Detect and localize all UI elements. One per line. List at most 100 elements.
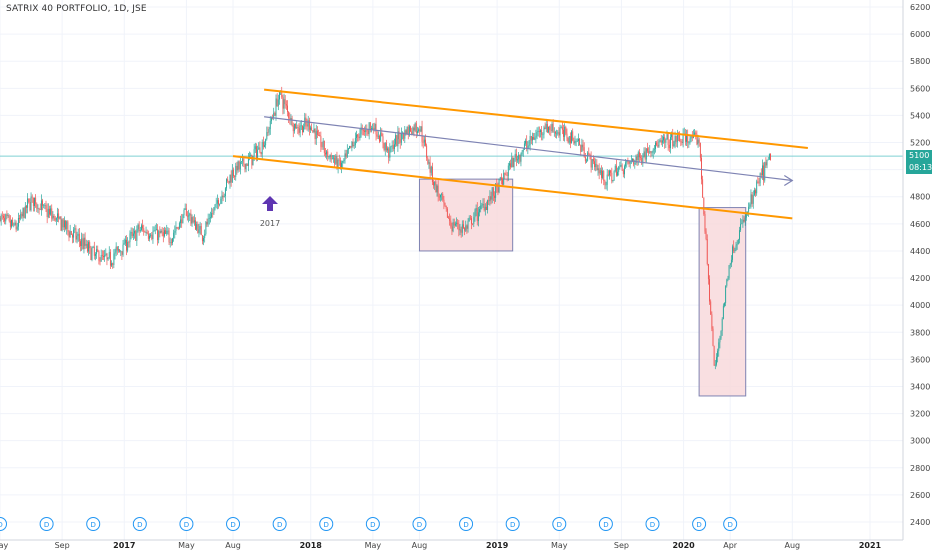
candle-body (705, 231, 707, 240)
dividend-marker[interactable]: D (86, 517, 101, 531)
dividend-label: D (137, 521, 142, 529)
candle-body (663, 136, 664, 141)
dividend-marker[interactable]: D (505, 517, 520, 531)
candle-body (710, 301, 712, 315)
dividend-marker[interactable]: D (723, 517, 738, 531)
dividend-marker[interactable]: D (319, 517, 334, 531)
candle-body (176, 227, 178, 228)
candle-body (597, 168, 599, 170)
price-axis[interactable]: 2400 2600 2800 3000 3200 3400 3600 3800 4000 4200… (910, 3, 930, 527)
candle-body (456, 222, 457, 224)
candle-body (287, 105, 288, 112)
candle-body (84, 237, 86, 246)
dividend-marker[interactable]: D (132, 517, 147, 531)
candle-body (276, 98, 278, 107)
candle-body (190, 213, 192, 224)
candle-body (740, 223, 742, 231)
candle-body (381, 132, 383, 137)
candle-body (199, 226, 201, 230)
time-axis[interactable]: May Sep 2017 May Aug 2018 May Aug 2019 May Sep 2020… (0, 541, 882, 550)
candle-body (108, 252, 110, 258)
candle-body (720, 330, 722, 339)
candle-body (277, 99, 279, 107)
candle-body (413, 127, 415, 131)
dividend-marker[interactable]: D (412, 517, 427, 531)
candle-body (145, 232, 147, 233)
dividend-marker[interactable]: D (552, 517, 567, 531)
candle-body (420, 126, 422, 132)
candle-body (172, 238, 173, 244)
candle-body (581, 144, 583, 152)
candle-body (333, 157, 334, 159)
candle-body (596, 164, 598, 170)
dividend-marker[interactable]: D (459, 517, 474, 531)
candle-body (618, 166, 620, 172)
candle-body (285, 104, 287, 106)
price-tick-label: 5400 (910, 111, 930, 120)
candle-body (558, 132, 560, 136)
candle-body (598, 168, 600, 174)
dividend-marker[interactable]: D (179, 517, 194, 531)
candle-body (459, 229, 461, 231)
candle-body (650, 151, 652, 153)
channel-upper-line[interactable] (264, 88, 808, 149)
candle-body (66, 221, 68, 229)
candle-body (83, 237, 85, 250)
candle-body (11, 219, 12, 227)
candle-body (216, 200, 218, 204)
candle-body (724, 303, 725, 306)
channel-lower-line[interactable] (232, 155, 793, 220)
candle-body (423, 139, 425, 143)
time-tick-label: Sep (614, 541, 629, 550)
candle-body (88, 242, 89, 252)
candle-body (300, 125, 302, 127)
price-tick-label: 3600 (910, 355, 930, 364)
dividend-marker[interactable]: D (645, 517, 660, 531)
dividend-label: D (557, 521, 562, 529)
dividend-marker[interactable]: D (598, 517, 613, 531)
chart-title: SATRIX 40 PORTFOLIO, 1D, JSE (6, 4, 147, 14)
candle-body (509, 163, 510, 166)
candle-body (491, 187, 493, 200)
candle-body (62, 219, 64, 228)
candle-body (319, 134, 321, 137)
dividend-marker[interactable]: D (39, 517, 54, 531)
candles (0, 86, 771, 370)
candle-body (712, 328, 714, 346)
candle-body (365, 130, 367, 133)
candle-body (153, 230, 155, 232)
candle-body (542, 134, 544, 136)
candle-body (489, 196, 491, 202)
dividend-marker[interactable]: D (226, 517, 241, 531)
candle-body (158, 231, 160, 241)
candle-body (135, 230, 137, 241)
candle-body (660, 140, 662, 143)
dividend-marker[interactable]: D (692, 517, 707, 531)
dividend-label: D (44, 521, 49, 529)
candle-body (205, 222, 207, 234)
dividend-marker[interactable]: D (365, 517, 380, 531)
drawings-over[interactable] (232, 88, 808, 220)
dividend-marker[interactable]: D (0, 517, 7, 531)
candle-body (568, 136, 570, 143)
candle-body (503, 173, 505, 185)
dividend-marker[interactable]: D (272, 517, 287, 531)
candle-body (204, 233, 206, 238)
candle-body (703, 197, 705, 215)
candle-body (511, 157, 513, 168)
dividend-markers[interactable]: DDDDDDDDDDDDDDDDD (0, 517, 738, 531)
candle-body (267, 132, 269, 133)
candle-body (726, 279, 728, 286)
candle-body (448, 217, 449, 219)
mid-trend-arrow-line[interactable] (264, 116, 793, 182)
candle-body (283, 99, 285, 109)
rectangle-drawing-2020[interactable] (698, 207, 747, 397)
candle-body (763, 165, 765, 181)
dividend-circle-icon (692, 517, 707, 531)
candle-body (15, 222, 17, 230)
candle-body (44, 205, 46, 206)
price-tick-label: 6200 (910, 3, 930, 12)
price-tick-label: 2800 (910, 464, 930, 473)
candle-body (178, 223, 180, 229)
